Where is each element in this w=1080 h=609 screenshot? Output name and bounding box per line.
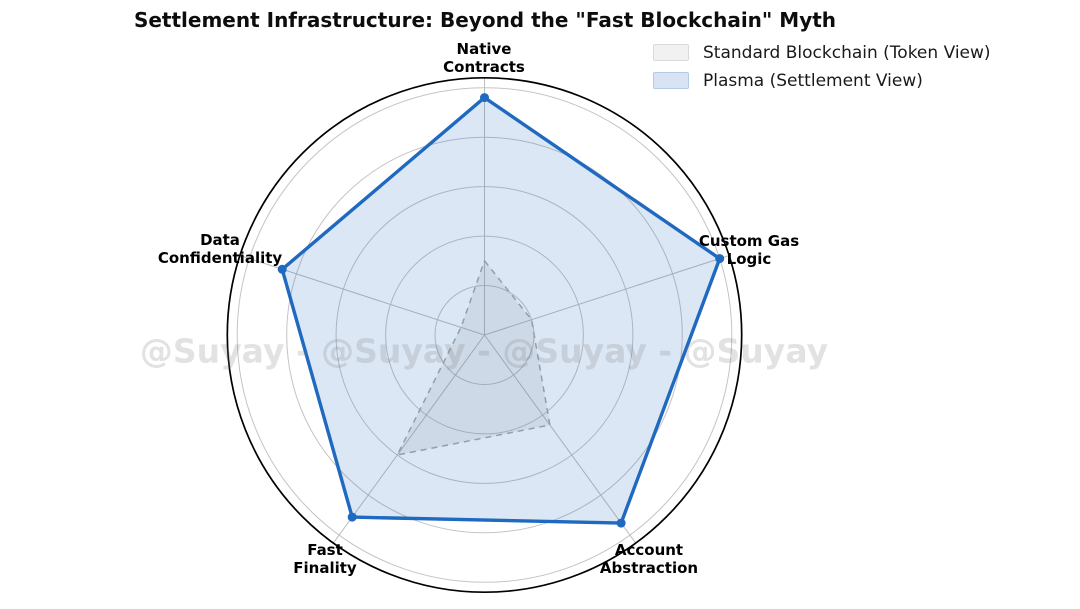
chart-title: Settlement Infrastructure: Beyond the "F… — [133, 8, 837, 32]
legend-item-plasma: Plasma (Settlement View) — [653, 70, 991, 91]
data-point-marker — [715, 254, 725, 264]
series-polygon-standard — [396, 260, 551, 456]
legend-label-plasma: Plasma (Settlement View) — [703, 70, 923, 91]
data-point-marker — [277, 264, 287, 274]
axis-spoke — [332, 334, 485, 544]
series-polygon-plasma — [280, 95, 722, 525]
legend-label-standard-blockchain: Standard Blockchain (Token View) — [703, 42, 991, 63]
axis-spoke — [484, 334, 637, 544]
legend-item-standard-blockchain: Standard Blockchain (Token View) — [653, 42, 991, 63]
axis-label-custom-gas-logic: Custom Gas Logic — [698, 232, 800, 268]
outer-spine — [226, 76, 743, 594]
legend-swatch-standard-blockchain — [653, 44, 689, 61]
axis-label-data-confidentiality: Data Confidentiality — [157, 231, 283, 267]
axis-spoke — [484, 255, 730, 336]
legend: Standard Blockchain (Token View) Plasma … — [653, 43, 991, 99]
axis-label-fast-finality: Fast Finality — [293, 541, 357, 577]
data-point-marker — [347, 512, 357, 522]
legend-swatch-plasma — [653, 72, 689, 89]
data-point-marker — [616, 518, 626, 528]
axis-label-account-abstraction: Account Abstraction — [599, 541, 699, 577]
axis-label-native-contracts: Native Contracts — [443, 40, 525, 76]
data-point-marker — [480, 93, 489, 103]
